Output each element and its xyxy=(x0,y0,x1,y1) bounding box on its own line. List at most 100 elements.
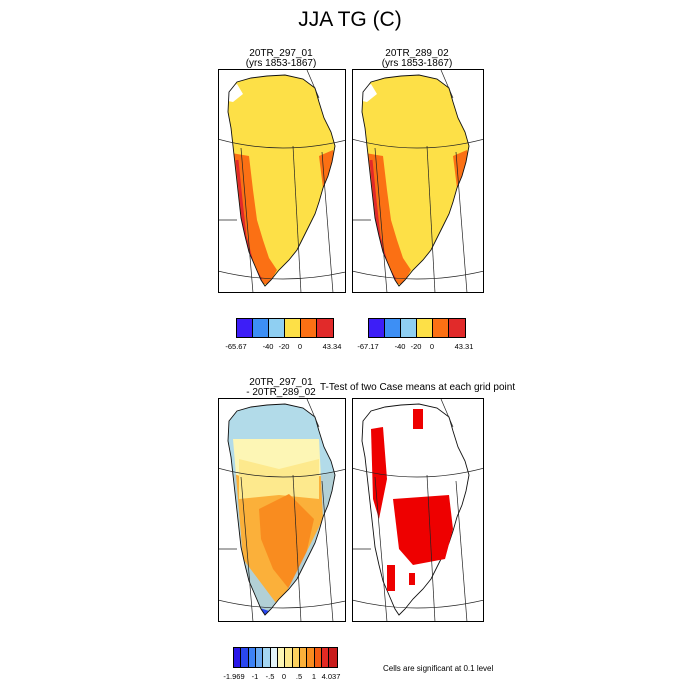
significant-cells-south xyxy=(409,573,415,585)
map-grid-line xyxy=(219,138,345,149)
panel2-title: 20TR_289_02 (yrs 1853-1867) xyxy=(352,49,482,69)
colorbar-swatch xyxy=(253,319,269,337)
panel3-map xyxy=(218,398,346,622)
coastline xyxy=(227,403,336,616)
colorbar-panel1-ticks: -65.67 -40 -20 0 43.34 xyxy=(225,342,341,352)
map-grid-line xyxy=(292,145,302,292)
panel1-title: 20TR_297_01 (yrs 1853-1867) xyxy=(218,49,344,69)
missing-data-area xyxy=(357,84,377,102)
colorbar-swatch xyxy=(369,319,385,337)
colorbar-swatch xyxy=(248,648,257,667)
significant-cells-south xyxy=(387,565,395,591)
colorbar-swatch xyxy=(241,648,249,667)
cb3-tick: -1 xyxy=(251,672,259,681)
colorbar-panel2 xyxy=(368,318,466,338)
cb3-tick: -1.969 xyxy=(223,672,245,681)
cb3-tick: .5 xyxy=(295,672,303,681)
colorbar-swatch xyxy=(270,648,279,667)
colorbar-swatch xyxy=(417,319,433,337)
map-grid-line xyxy=(353,138,483,149)
map-grid-line xyxy=(240,476,254,621)
cb3-tick: -.5 xyxy=(265,672,275,681)
colorbar-swatch xyxy=(385,319,401,337)
significant-cells-north xyxy=(413,409,423,429)
significant-ridge-west xyxy=(371,427,387,519)
panel4-map xyxy=(352,398,484,622)
panel3-title: 20TR_297_01 - 20TR_289_02 xyxy=(218,378,344,398)
panel2-title-line2: (yrs 1853-1867) xyxy=(381,58,453,69)
map-grid-line xyxy=(219,599,345,609)
map-grid-line xyxy=(292,474,302,621)
cb2-tick: -20 xyxy=(410,342,422,351)
colorbar-swatch xyxy=(317,319,333,337)
map-grid-line xyxy=(353,270,483,280)
colorbar-swatch xyxy=(285,648,293,667)
panel3-svg xyxy=(219,399,345,621)
colorbar-swatch xyxy=(278,648,286,667)
colorbar-swatch xyxy=(234,648,242,667)
cb2-tick: 0 xyxy=(429,342,435,351)
cb1-tick: -20 xyxy=(278,342,290,351)
diff-north-mid xyxy=(239,459,319,499)
cb2-tick: -40 xyxy=(394,342,406,351)
significance-note: Cells are significant at 0.1 level xyxy=(383,664,494,673)
coastline xyxy=(361,403,470,616)
map-grid-line xyxy=(219,467,345,478)
panel4-svg xyxy=(353,399,483,621)
cb3-tick: 4.037 xyxy=(321,672,341,681)
colorbar-swatch xyxy=(263,648,271,667)
colorbar-swatch xyxy=(307,648,315,667)
colorbar-panel1 xyxy=(236,318,334,338)
cb3-tick: 0 xyxy=(281,672,287,681)
missing-data-area xyxy=(223,84,243,102)
main-title: JJA TG (C) xyxy=(298,8,402,31)
colorbar-panel3 xyxy=(233,647,338,668)
map-grid-line xyxy=(426,145,436,292)
cb1-tick: 43.34 xyxy=(322,342,342,351)
map-grid-line xyxy=(455,151,468,292)
map-grid-line xyxy=(321,480,334,621)
map-grid-line xyxy=(440,70,454,99)
map-grid-line xyxy=(374,147,388,292)
panel2-map xyxy=(352,69,484,293)
cb1-tick: -40 xyxy=(262,342,274,351)
map-grid-line xyxy=(440,399,454,428)
colorbar-swatch xyxy=(433,319,449,337)
panel3-title-line2: - 20TR_289_02 xyxy=(246,387,316,398)
panel1-svg xyxy=(219,70,345,292)
colorbar-swatch xyxy=(329,648,337,667)
cb1-tick: -65.67 xyxy=(225,342,247,351)
colorbar-swatch xyxy=(401,319,417,337)
colorbar-swatch xyxy=(300,648,308,667)
cb3-tick: 1 xyxy=(311,672,317,681)
colorbar-swatch xyxy=(322,648,330,667)
map-grid-line xyxy=(374,476,388,621)
colorbar-swatch xyxy=(314,648,323,667)
colorbar-swatch xyxy=(285,319,301,337)
map-grid-line xyxy=(240,147,254,292)
panel2-title-line1: 20TR_289_02 xyxy=(385,48,449,59)
coastline xyxy=(227,74,336,287)
panel4-title: T-Test of two Case means at each grid po… xyxy=(320,382,516,393)
map-grid-line xyxy=(306,399,320,428)
map-grid-line xyxy=(455,480,468,621)
colorbar-panel2-ticks: -67.17 -40 -20 0 43.31 xyxy=(357,342,473,352)
map-grid-line xyxy=(426,474,436,621)
cb2-tick: -67.17 xyxy=(357,342,379,351)
map-grid-line xyxy=(306,70,320,99)
map-grid-line xyxy=(353,467,483,478)
panel1-title-line2: (yrs 1853-1867) xyxy=(245,58,317,69)
cb1-tick: 0 xyxy=(297,342,303,351)
colorbar-swatch xyxy=(449,319,465,337)
cb2-tick: 43.31 xyxy=(454,342,474,351)
colorbar-swatch xyxy=(256,648,264,667)
colorbar-panel3-ticks: -1.969 -1 -.5 0 .5 1 4.037 xyxy=(223,672,340,682)
map-grid-line xyxy=(321,151,334,292)
map-grid-line xyxy=(219,270,345,280)
panel1-title-line1: 20TR_297_01 xyxy=(249,48,313,59)
map-grid-line xyxy=(353,599,483,609)
panel1-map xyxy=(218,69,346,293)
colorbar-swatch xyxy=(301,319,317,337)
coastline xyxy=(361,74,470,287)
colorbar-swatch xyxy=(292,648,301,667)
